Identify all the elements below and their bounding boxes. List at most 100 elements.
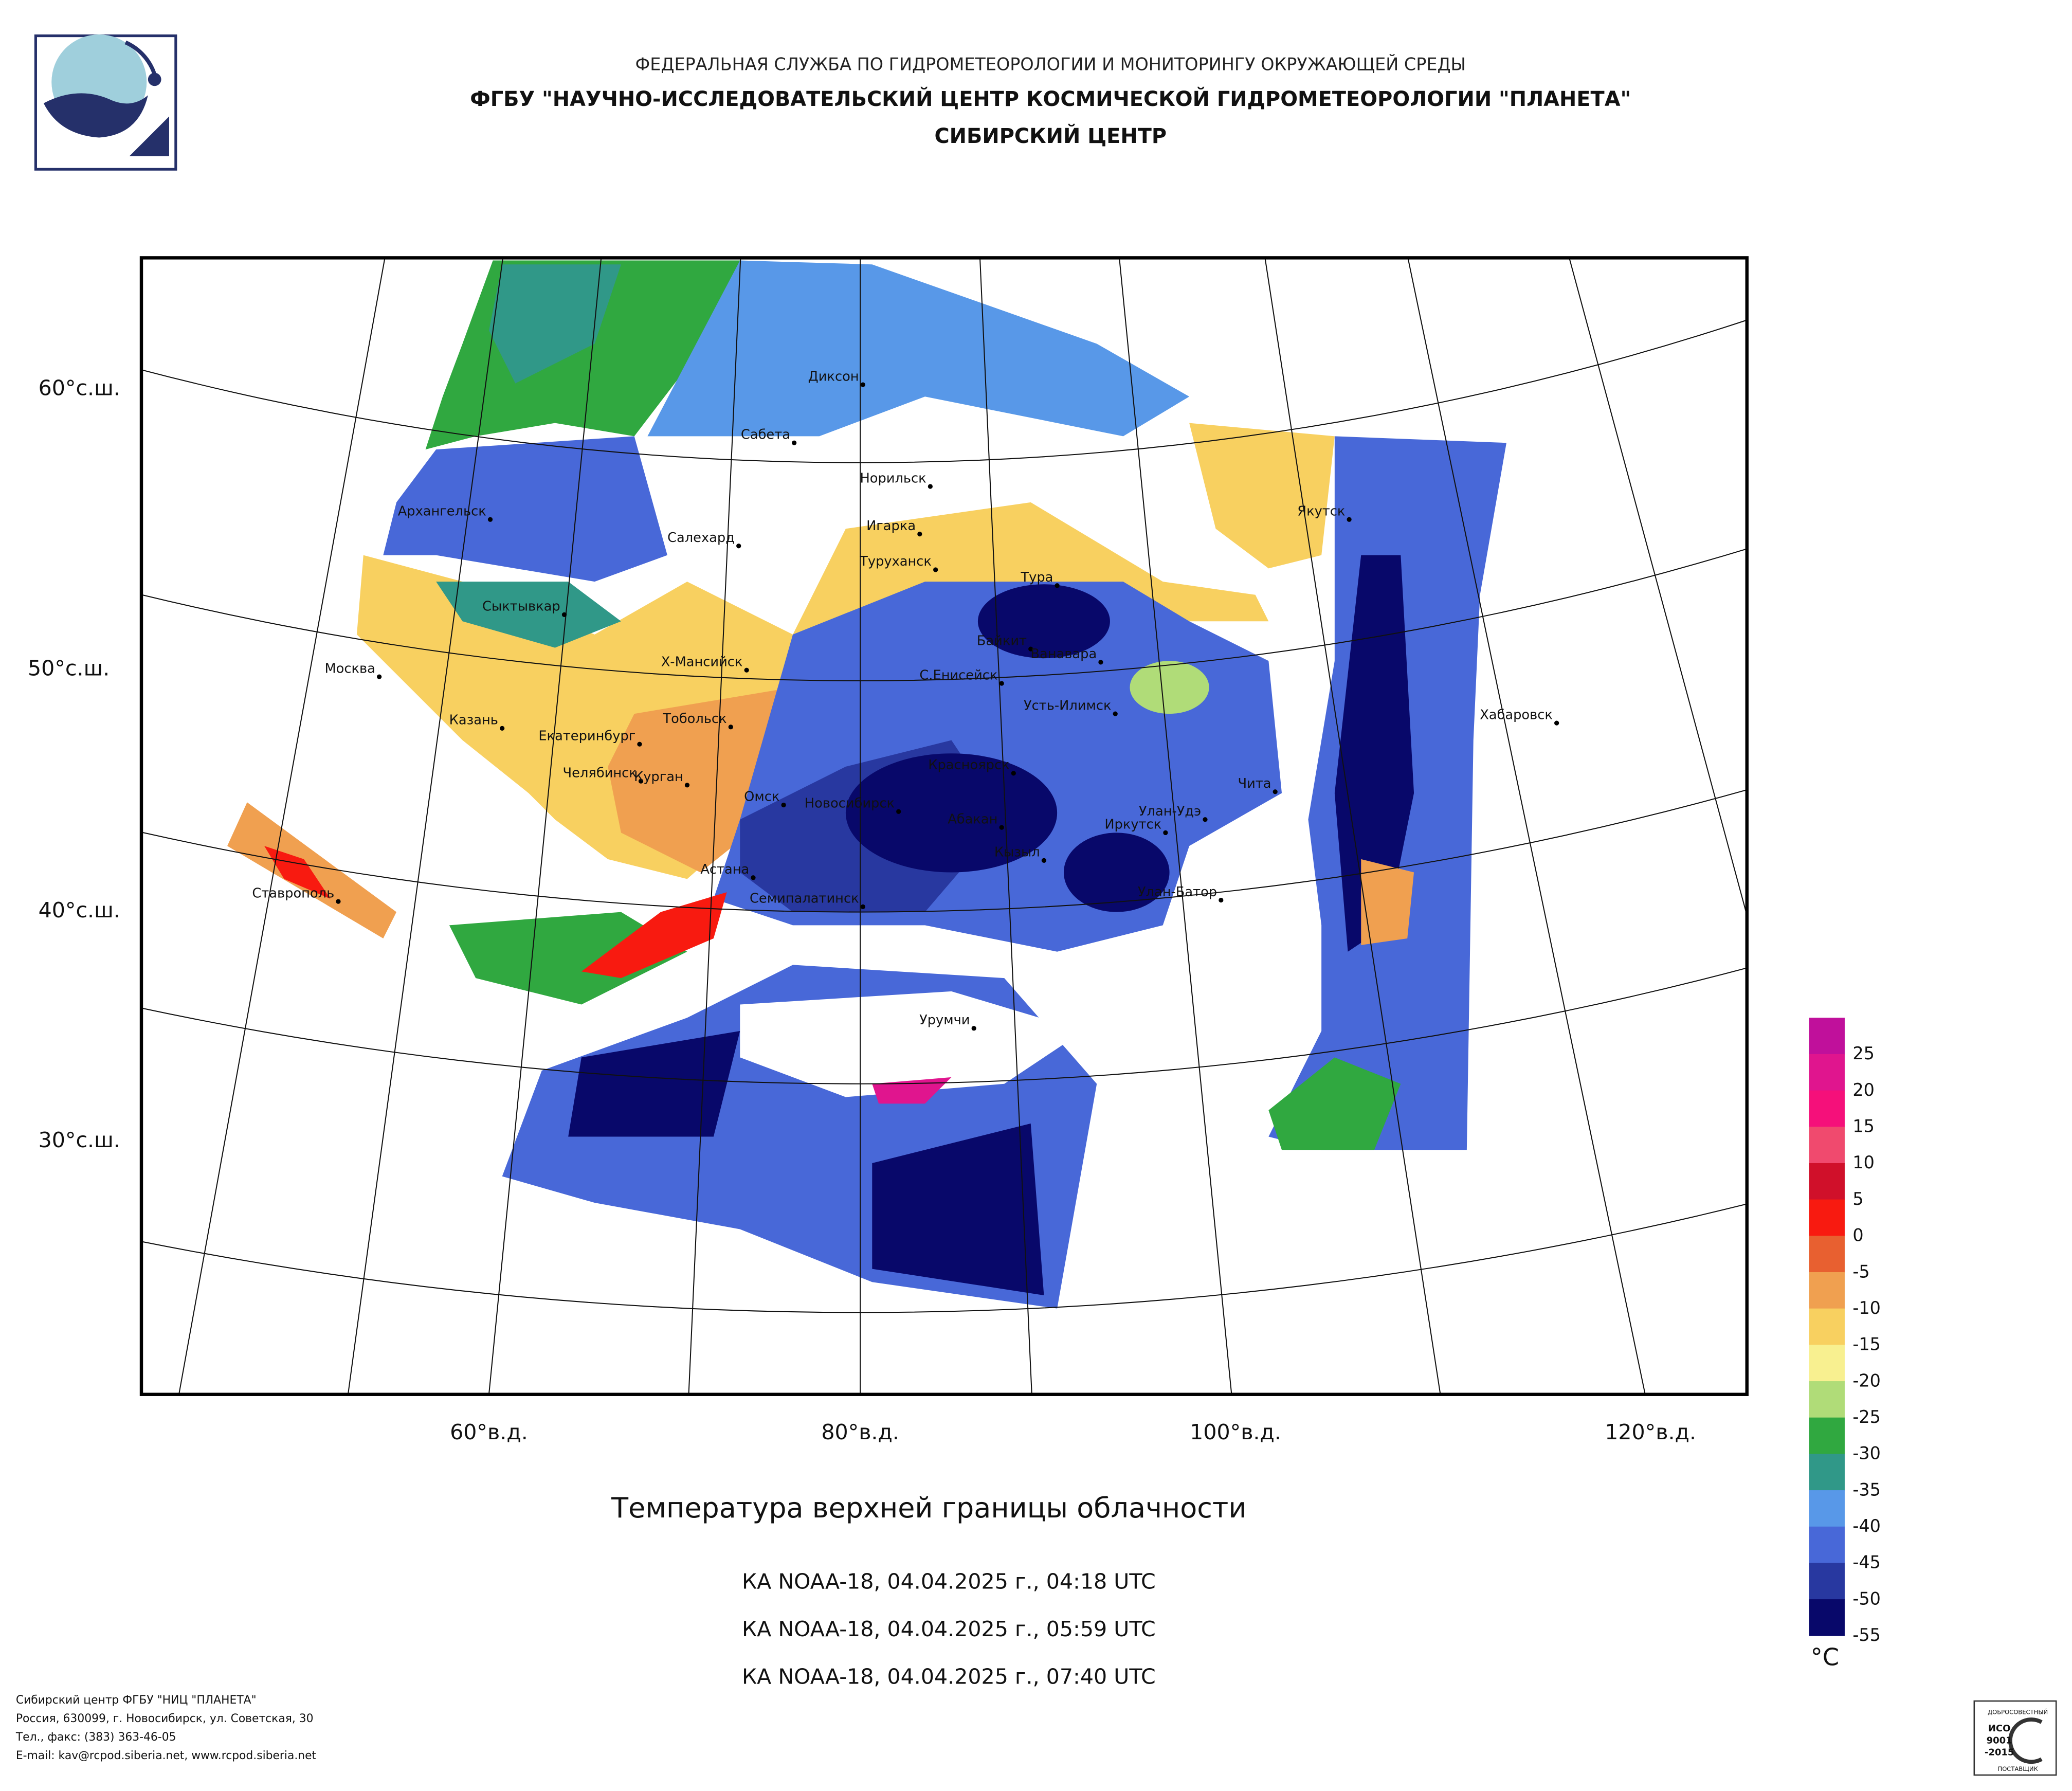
city-dot <box>1554 720 1559 726</box>
city-dot <box>1219 897 1224 903</box>
city-label: Красноярск <box>928 757 1009 773</box>
city-dot <box>744 667 749 673</box>
colorbar-label: -30 <box>1852 1443 1881 1463</box>
city-dot <box>1163 830 1168 836</box>
city-label: Х-Мансийск <box>661 655 743 670</box>
city-label: Сабета <box>741 427 790 443</box>
city-dot <box>1273 789 1278 794</box>
city-dot <box>1098 660 1103 665</box>
city-label: Семипалатинск <box>750 891 859 907</box>
city-label: Урумчи <box>919 1012 970 1028</box>
colorbar-swatch <box>1809 1417 1845 1455</box>
city-label: Усть-Илимск <box>1024 698 1112 713</box>
city-dot <box>1011 771 1016 776</box>
colorbar-label: -25 <box>1852 1407 1881 1427</box>
graticule <box>141 258 1747 1395</box>
city-label: Тобольск <box>662 711 726 727</box>
city-label: Ванавара <box>1030 646 1097 662</box>
city-label: Курган <box>634 769 683 785</box>
colorbar-label: -5 <box>1852 1261 1869 1281</box>
colorbar-label: -20 <box>1852 1370 1881 1390</box>
city-dot <box>860 904 865 909</box>
header-agency: ФЕДЕРАЛЬНАЯ СЛУЖБА ПО ГИДРОМЕТЕОРОЛОГИИ … <box>635 53 1466 74</box>
cloud-field <box>227 260 1506 1309</box>
city-label: Диксон <box>808 369 859 384</box>
city-dot <box>638 779 644 784</box>
city-dot <box>928 484 933 489</box>
city-dot <box>792 440 797 445</box>
city-dot <box>487 517 493 522</box>
city-label: Астана <box>700 862 749 877</box>
colorbar-swatch <box>1809 1236 1845 1273</box>
city-dot <box>1113 711 1118 716</box>
city-label: Якутск <box>1297 504 1345 519</box>
city-dot <box>917 531 922 537</box>
latitude-label: 40°с.ш. <box>39 898 120 922</box>
city-label: Туруханск <box>859 554 932 569</box>
header-branch: СИБИРСКИЙ ЦЕНТР <box>934 124 1167 148</box>
city-dot <box>896 809 901 814</box>
city-dot <box>1028 646 1033 652</box>
city-label: Москва <box>325 661 375 676</box>
colorbar-unit: °C <box>1811 1643 1839 1671</box>
colorbar-swatch <box>1809 1526 1845 1564</box>
pass-info: КА NOAA-18, 04.04.2025 г., 05:59 UTC <box>742 1617 1156 1641</box>
longitude-label: 60°в.д. <box>450 1420 528 1444</box>
city-dot <box>999 681 1004 686</box>
city-dot <box>1347 517 1352 522</box>
colorbar-swatch <box>1809 1381 1845 1418</box>
certificate-text: -2015 <box>1985 1747 2014 1758</box>
header-center: ФГБУ "НАУЧНО-ИССЛЕДОВАТЕЛЬСКИЙ ЦЕНТР КОС… <box>470 87 1631 111</box>
city-label: Новосибирск <box>805 796 895 811</box>
city-label: Казань <box>449 713 498 728</box>
city-dot <box>1041 858 1047 863</box>
city-label: Абакан <box>948 811 997 827</box>
certificate-text: ДОБРОСОВЕСТНЫЙ <box>1988 1708 2048 1716</box>
latitude-label: 50°с.ш. <box>28 656 110 681</box>
logo <box>34 34 177 171</box>
city-label: Улан-Батор <box>1138 884 1217 900</box>
colorbar-swatch <box>1809 1163 1845 1200</box>
footer-line: Сибирский центр ФГБУ "НИЦ "ПЛАНЕТА" <box>16 1694 257 1707</box>
pass-info: КА NOAA-18, 04.04.2025 г., 07:40 UTC <box>742 1665 1156 1689</box>
longitude-label: 100°в.д. <box>1190 1420 1281 1444</box>
certificate-text: ПОСТАВЩИК <box>1998 1765 2038 1772</box>
city-label: Норильск <box>860 471 926 486</box>
colorbar-label: -45 <box>1852 1552 1881 1572</box>
colorbar-label: 20 <box>1852 1080 1875 1100</box>
colorbar-label: 10 <box>1852 1152 1875 1172</box>
city-dot <box>728 725 733 730</box>
product-title: Температура верхней границы облачности <box>611 1492 1246 1524</box>
city-label: Архангельск <box>398 504 486 519</box>
city-label: Салехард <box>667 530 735 546</box>
colorbar: 25 20 15 10 5 0 -5 -10 -15 -20 -25 -30 -35 -40 -45 -50 -… <box>1809 1018 1881 1645</box>
longitude-label: 80°в.д. <box>821 1420 899 1444</box>
colorbar-swatch <box>1809 1563 1845 1600</box>
city-dot <box>336 899 341 904</box>
city-label: Иркутск <box>1104 817 1161 833</box>
certificate-text: ИСО <box>1988 1723 2011 1734</box>
colorbar-swatch <box>1809 1090 1845 1128</box>
city-dot <box>781 802 786 808</box>
city-label: Игарка <box>866 518 916 534</box>
city-dot <box>1203 817 1208 822</box>
colorbar-swatch <box>1809 1454 1845 1491</box>
city-dot <box>933 567 938 572</box>
city-label: Тура <box>1020 570 1053 585</box>
city-dot <box>561 612 567 617</box>
city-label: Ставрополь <box>252 885 334 901</box>
colorbar-swatch <box>1809 1054 1845 1091</box>
city-dot <box>999 825 1004 830</box>
colorbar-label: -40 <box>1852 1516 1881 1536</box>
latitude-label: 60°с.ш. <box>39 376 120 401</box>
footer-line: E-mail: kav@rcpod.siberia.net, www.rcpod… <box>16 1749 317 1762</box>
colorbar-label: 0 <box>1852 1225 1863 1245</box>
city-dot <box>684 783 690 788</box>
footer-line: Россия, 630099, г. Новосибирск, ул. Сове… <box>16 1712 314 1725</box>
city-label: Сыктывкар <box>482 599 560 614</box>
pass-info: КА NOAA-18, 04.04.2025 г., 04:18 UTC <box>742 1569 1156 1594</box>
colorbar-swatch <box>1809 1345 1845 1382</box>
colorbar-swatch <box>1809 1272 1845 1309</box>
city-dot <box>1055 583 1060 588</box>
